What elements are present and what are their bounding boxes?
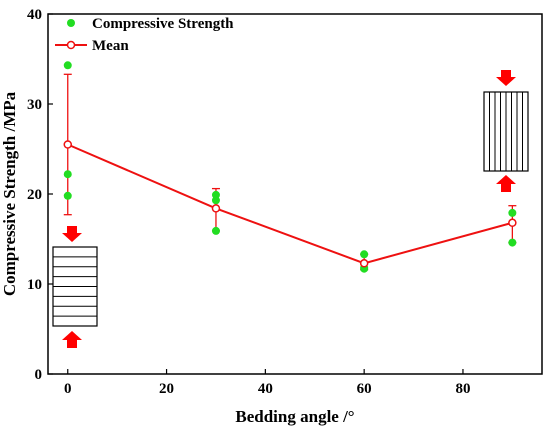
mean-point bbox=[508, 218, 517, 228]
top-load-arrow-icon bbox=[62, 226, 82, 242]
y-axis-title: Compressive Strength /MPa bbox=[0, 91, 19, 296]
bottom-load-arrow-icon bbox=[496, 175, 516, 192]
y-tick-label: 20 bbox=[27, 187, 42, 203]
mean-point bbox=[63, 140, 73, 149]
legend: Compressive Strength Mean bbox=[55, 16, 234, 54]
strength-point bbox=[211, 196, 220, 205]
axis-tick-labels: 0 20 40 60 80 0 10 20 30 40 bbox=[27, 7, 470, 397]
legend-mean-label: Mean bbox=[92, 38, 129, 54]
legend-mean-marker bbox=[66, 40, 76, 50]
vertical-bedding-lines bbox=[489, 92, 523, 171]
strength-point bbox=[211, 226, 220, 235]
strength-point bbox=[508, 208, 517, 217]
y-tick-label: 40 bbox=[27, 7, 42, 23]
strength-point bbox=[508, 238, 517, 247]
x-tick-label: 40 bbox=[258, 381, 273, 397]
x-axis-title: Bedding angle /° bbox=[235, 407, 354, 426]
y-tick-label: 0 bbox=[35, 367, 43, 383]
horizontal-bedding-lines bbox=[53, 256, 97, 317]
horizontal-bedding-specimen bbox=[52, 226, 98, 348]
strength-points bbox=[63, 61, 517, 273]
mean-markers bbox=[63, 140, 517, 268]
strength-point bbox=[63, 61, 72, 70]
x-tick-label: 60 bbox=[357, 381, 372, 397]
x-tick-label: 0 bbox=[64, 381, 72, 397]
mean-point bbox=[211, 204, 221, 213]
mean-line bbox=[67, 143, 513, 265]
bottom-load-arrow-icon bbox=[62, 331, 82, 348]
mean-point bbox=[359, 259, 369, 268]
y-tick-label: 30 bbox=[27, 97, 42, 113]
y-tick-label: 10 bbox=[27, 277, 42, 293]
legend-strength-marker bbox=[67, 19, 75, 27]
strength-point bbox=[360, 250, 369, 259]
plot-frame bbox=[47, 13, 543, 375]
axis-ticks bbox=[48, 13, 464, 375]
top-load-arrow-icon bbox=[496, 70, 516, 86]
mean-line-group bbox=[67, 143, 513, 265]
x-tick-label: 80 bbox=[455, 381, 470, 397]
x-tick-label: 20 bbox=[159, 381, 174, 397]
legend-strength-label: Compressive Strength bbox=[92, 16, 234, 32]
strength-point bbox=[63, 191, 72, 200]
vertical-bedding-specimen bbox=[483, 70, 529, 192]
strength-point bbox=[63, 170, 72, 179]
